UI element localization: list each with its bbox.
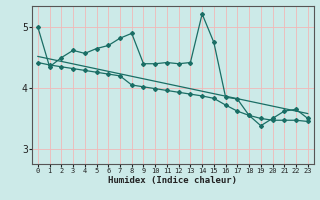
X-axis label: Humidex (Indice chaleur): Humidex (Indice chaleur) <box>108 176 237 185</box>
